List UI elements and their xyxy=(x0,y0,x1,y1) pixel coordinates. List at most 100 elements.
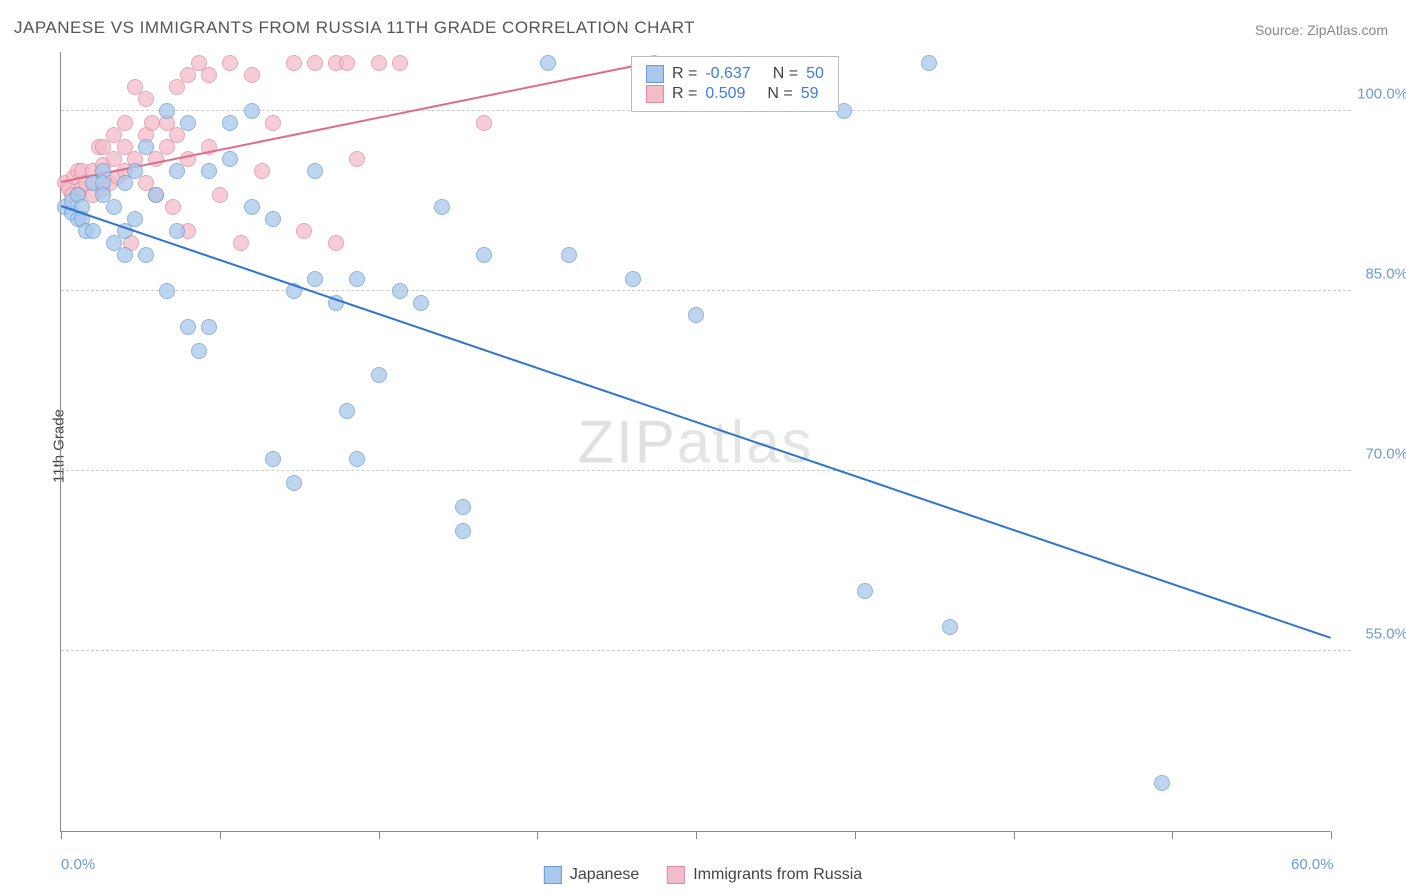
data-point xyxy=(244,199,260,215)
data-point xyxy=(540,55,556,71)
data-point xyxy=(371,367,387,383)
x-tick-label: 0.0% xyxy=(61,856,95,873)
data-point xyxy=(222,115,238,131)
data-point xyxy=(455,499,471,515)
watermark: ZIPatlas xyxy=(577,407,813,476)
data-point xyxy=(169,223,185,239)
legend-item-japanese: Japanese xyxy=(544,866,639,884)
data-point xyxy=(349,151,365,167)
x-tick-label: 60.0% xyxy=(1291,856,1334,873)
x-tick xyxy=(855,831,856,839)
data-point xyxy=(127,211,143,227)
data-point xyxy=(921,55,937,71)
data-point xyxy=(434,199,450,215)
chart-container: JAPANESE VS IMMIGRANTS FROM RUSSIA 11TH … xyxy=(0,0,1406,892)
legend-label-japanese: Japanese xyxy=(570,866,639,884)
data-point xyxy=(201,319,217,335)
data-point xyxy=(349,451,365,467)
data-point xyxy=(392,283,408,299)
data-point xyxy=(857,583,873,599)
y-tick-label: 70.0% xyxy=(1365,446,1406,463)
x-tick xyxy=(1014,831,1015,839)
data-point xyxy=(117,247,133,263)
data-point xyxy=(307,163,323,179)
data-point xyxy=(1154,775,1170,791)
bottom-legend: Japanese Immigrants from Russia xyxy=(544,866,862,884)
data-point xyxy=(201,163,217,179)
stats-legend: R = -0.637N = 50 R = 0.509N = 59 xyxy=(631,56,839,112)
trend-line xyxy=(61,205,1332,639)
data-point xyxy=(127,163,143,179)
data-point xyxy=(561,247,577,263)
data-point xyxy=(296,223,312,239)
data-point xyxy=(148,187,164,203)
y-tick-label: 100.0% xyxy=(1357,86,1406,103)
x-tick xyxy=(220,831,221,839)
data-point xyxy=(180,319,196,335)
data-point xyxy=(328,235,344,251)
swatch-russia xyxy=(667,866,685,884)
x-tick xyxy=(1172,831,1173,839)
swatch-icon xyxy=(646,65,664,83)
data-point xyxy=(138,91,154,107)
data-point xyxy=(339,403,355,419)
data-point xyxy=(117,115,133,131)
data-point xyxy=(688,307,704,323)
data-point xyxy=(106,199,122,215)
legend-label-russia: Immigrants from Russia xyxy=(693,866,862,884)
data-point xyxy=(138,139,154,155)
data-point xyxy=(476,115,492,131)
x-tick xyxy=(61,831,62,839)
y-tick-label: 85.0% xyxy=(1365,266,1406,283)
swatch-japanese xyxy=(544,866,562,884)
data-point xyxy=(138,247,154,263)
data-point xyxy=(286,475,302,491)
data-point xyxy=(144,115,160,131)
x-tick xyxy=(1331,831,1332,839)
data-point xyxy=(413,295,429,311)
data-point xyxy=(265,451,281,467)
stats-row: R = 0.509N = 59 xyxy=(646,85,824,103)
data-point xyxy=(339,55,355,71)
x-tick xyxy=(379,831,380,839)
data-point xyxy=(169,163,185,179)
data-point xyxy=(392,55,408,71)
stats-row: R = -0.637N = 50 xyxy=(646,65,824,83)
data-point xyxy=(349,271,365,287)
data-point xyxy=(159,103,175,119)
data-point xyxy=(476,247,492,263)
data-point xyxy=(307,55,323,71)
data-point xyxy=(244,103,260,119)
x-tick xyxy=(696,831,697,839)
data-point xyxy=(455,523,471,539)
data-point xyxy=(165,199,181,215)
data-point xyxy=(180,115,196,131)
data-point xyxy=(159,283,175,299)
y-tick-label: 55.0% xyxy=(1365,626,1406,643)
legend-item-russia: Immigrants from Russia xyxy=(667,866,862,884)
data-point xyxy=(233,235,249,251)
gridline xyxy=(61,290,1351,291)
x-tick xyxy=(537,831,538,839)
swatch-icon xyxy=(646,85,664,103)
data-point xyxy=(244,67,260,83)
data-point xyxy=(85,223,101,239)
data-point xyxy=(212,187,228,203)
data-point xyxy=(371,55,387,71)
data-point xyxy=(222,55,238,71)
data-point xyxy=(222,151,238,167)
plot-area: ZIPatlas 55.0%70.0%85.0%100.0%0.0%60.0%R… xyxy=(60,52,1330,832)
source-attribution: Source: ZipAtlas.com xyxy=(1255,22,1388,38)
gridline xyxy=(61,650,1351,651)
data-point xyxy=(254,163,270,179)
chart-title: JAPANESE VS IMMIGRANTS FROM RUSSIA 11TH … xyxy=(14,18,695,38)
data-point xyxy=(307,271,323,287)
data-point xyxy=(265,115,281,131)
gridline xyxy=(61,470,1351,471)
data-point xyxy=(942,619,958,635)
data-point xyxy=(201,67,217,83)
data-point xyxy=(265,211,281,227)
data-point xyxy=(191,343,207,359)
data-point xyxy=(286,55,302,71)
data-point xyxy=(625,271,641,287)
